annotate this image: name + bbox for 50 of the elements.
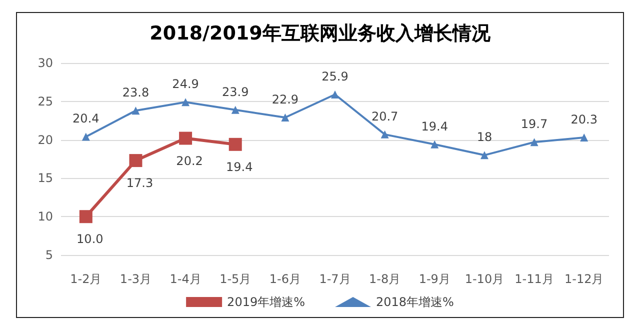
data-label: 20.4 — [72, 112, 100, 126]
point — [281, 114, 290, 122]
data-label: 17.3 — [126, 176, 154, 190]
legend-label: 2018年增速% — [376, 295, 454, 309]
data-label: 20.2 — [176, 154, 203, 168]
chart-title: 2018/2019年互联网业务收入增长情况 — [150, 22, 492, 44]
data-label: 22.9 — [272, 92, 299, 107]
data-label: 19.7 — [520, 117, 548, 132]
point — [129, 154, 142, 168]
x-tick-label: 1-3月 — [120, 272, 152, 286]
x-tick-label: 1-12月 — [564, 272, 604, 286]
data-label: 19.4 — [226, 160, 253, 174]
data-label: 24.9 — [172, 77, 199, 92]
x-tick-label: 1-10月 — [464, 272, 504, 286]
point — [380, 130, 389, 138]
legend-label: 2019年增速% — [227, 295, 306, 309]
y-tick-label: 30 — [38, 56, 53, 70]
data-label: 23.8 — [122, 86, 150, 100]
data-label: 10.0 — [76, 232, 104, 246]
x-tick-label: 1-7月 — [319, 272, 351, 286]
point — [228, 138, 242, 151]
y-tick-label: 5 — [45, 248, 53, 262]
x-tick-label: 1-6月 — [269, 272, 301, 286]
point — [231, 106, 240, 114]
data-label: 23.9 — [222, 84, 249, 99]
point — [79, 210, 92, 224]
point — [82, 132, 90, 141]
data-label: 25.9 — [322, 69, 348, 84]
y-tick-label: 15 — [38, 171, 53, 186]
y-tick-label: 10 — [38, 210, 53, 224]
data-label: 20.3 — [570, 112, 598, 126]
x-tick-label: 1-9月 — [418, 272, 450, 286]
data-label: 18 — [476, 130, 492, 144]
point — [580, 133, 588, 142]
point — [480, 151, 488, 160]
x-tick-label: 1-5月 — [220, 272, 252, 286]
y-tick-label: 20 — [38, 132, 53, 147]
data-label: 19.4 — [421, 119, 448, 134]
point — [331, 90, 339, 98]
data-label: 20.7 — [371, 109, 398, 124]
y-tick-label: 25 — [38, 94, 53, 108]
x-tick-label: 1-11月 — [514, 272, 554, 286]
point — [530, 138, 538, 146]
point — [430, 140, 439, 148]
point — [179, 132, 192, 145]
x-tick-label: 1-8月 — [369, 272, 401, 286]
point — [132, 106, 140, 115]
x-tick-label: 1-2月 — [70, 272, 102, 286]
point — [182, 98, 190, 106]
x-tick-label: 1-4月 — [170, 272, 202, 286]
